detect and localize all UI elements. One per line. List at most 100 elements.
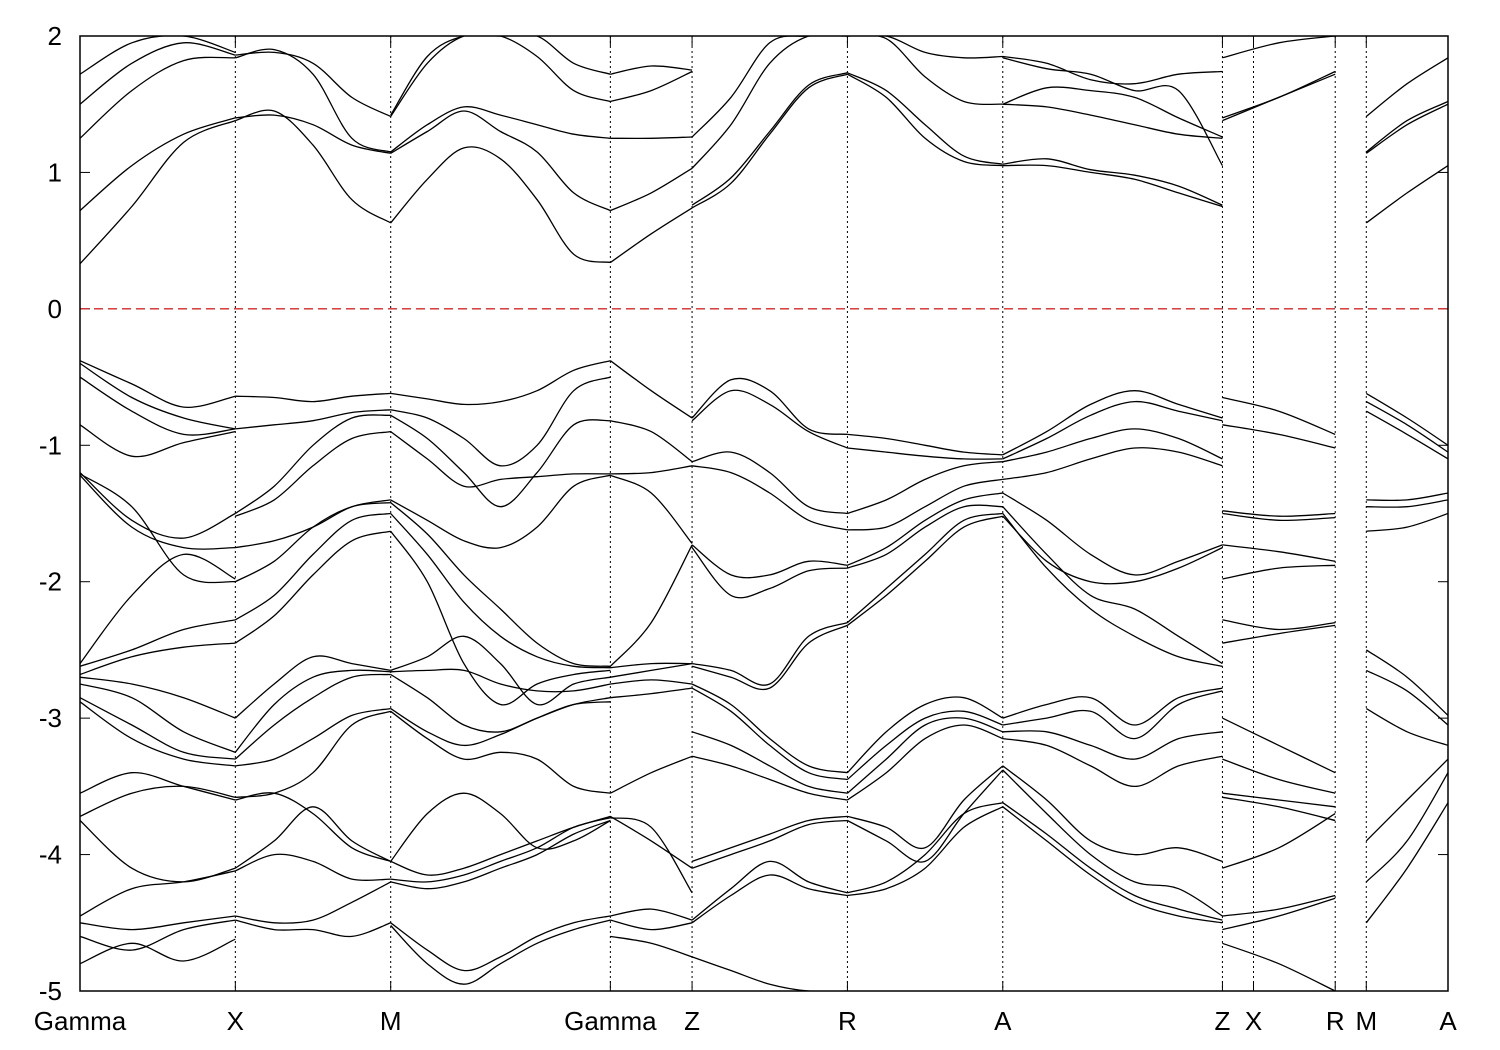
band-line [390, 710, 611, 794]
band-line [691, 860, 848, 921]
band-line [610, 679, 693, 685]
band-line [390, 36, 611, 117]
band-line [80, 772, 236, 801]
band-line [1222, 36, 1336, 59]
band-line [390, 474, 611, 549]
band-line [80, 424, 236, 458]
band-line [610, 935, 693, 958]
y-tick-label: -4 [39, 840, 62, 870]
x-tick-label: X [227, 1006, 244, 1036]
band-line [846, 512, 1003, 624]
x-tick-label: X [1245, 1006, 1262, 1036]
band-line [390, 106, 611, 153]
band-line [691, 544, 848, 579]
band-line [847, 447, 1003, 460]
band-line [1365, 100, 1448, 153]
band-line [1002, 687, 1223, 726]
band-line [390, 376, 611, 467]
x-tick-label: Gamma [34, 1006, 127, 1036]
band-line [80, 697, 236, 760]
band-line [390, 635, 611, 706]
x-tick-label: M [1355, 1006, 1377, 1036]
band-line [80, 683, 236, 753]
band-line [691, 683, 848, 774]
band-line [234, 655, 391, 719]
x-tick-label: A [994, 1006, 1012, 1036]
band-line [847, 478, 1003, 531]
band-line [1222, 942, 1336, 991]
band-line [1002, 447, 1223, 481]
band-line [234, 530, 391, 644]
x-tick-label: Z [1214, 1006, 1230, 1036]
band-line [691, 36, 848, 138]
band-line [847, 433, 1003, 456]
band-line [1366, 512, 1448, 532]
band-line [691, 72, 848, 206]
band-line [235, 109, 392, 224]
y-tick-label: 1 [48, 157, 62, 187]
band-line [691, 874, 848, 924]
band-line [390, 915, 611, 972]
band-line [1365, 410, 1448, 460]
band-line [1002, 506, 1223, 665]
band-line [1002, 103, 1223, 139]
band-line [390, 815, 611, 876]
band-line [1222, 758, 1336, 794]
band-line [691, 755, 848, 801]
band-line [610, 662, 693, 669]
band-line [1002, 765, 1223, 863]
band-line [80, 870, 236, 917]
band-line [610, 687, 693, 699]
band-line [80, 619, 236, 667]
band-line [1366, 669, 1448, 726]
band-line [846, 710, 1004, 780]
band-line [80, 919, 236, 951]
band-line [390, 431, 611, 488]
band-line [80, 362, 236, 430]
band-line [1002, 802, 1223, 921]
band-line [1365, 401, 1448, 453]
y-tick-label: 2 [48, 21, 62, 51]
band-line [691, 377, 848, 436]
band-line [80, 553, 236, 664]
band-line [609, 544, 693, 667]
band-line [390, 360, 611, 406]
band-line [235, 392, 391, 403]
band-line [1222, 512, 1336, 522]
band-line [1222, 424, 1336, 449]
band-line [80, 642, 236, 676]
x-tick-label: R [838, 1006, 857, 1036]
band-line [847, 515, 1003, 626]
band-line [390, 530, 611, 706]
band-line [1222, 897, 1336, 931]
band-line [80, 676, 236, 719]
band-line [691, 389, 848, 449]
band-line [390, 792, 611, 862]
band-line [1365, 772, 1448, 883]
band-line [691, 621, 848, 686]
band-line [1002, 769, 1223, 917]
band-line [80, 915, 236, 931]
band-line [1222, 510, 1336, 517]
band-line [610, 65, 693, 75]
plot-frame [79, 35, 1449, 992]
band-line [390, 502, 611, 667]
band-line [1002, 806, 1223, 924]
band-line [1222, 894, 1336, 917]
band-line [1002, 400, 1223, 460]
band-line [610, 70, 693, 103]
band-line [1222, 796, 1336, 822]
band-line [847, 492, 1003, 566]
band-line [1002, 158, 1223, 206]
band-line [847, 36, 1003, 106]
band-line [1222, 396, 1336, 436]
band-line [847, 802, 1003, 894]
band-line [1002, 55, 1223, 85]
band-line [691, 731, 848, 794]
band-line [610, 817, 693, 894]
band-line [691, 465, 848, 531]
y-tick-label: -2 [39, 567, 62, 597]
band-line [1365, 392, 1448, 446]
band-line [610, 136, 693, 140]
